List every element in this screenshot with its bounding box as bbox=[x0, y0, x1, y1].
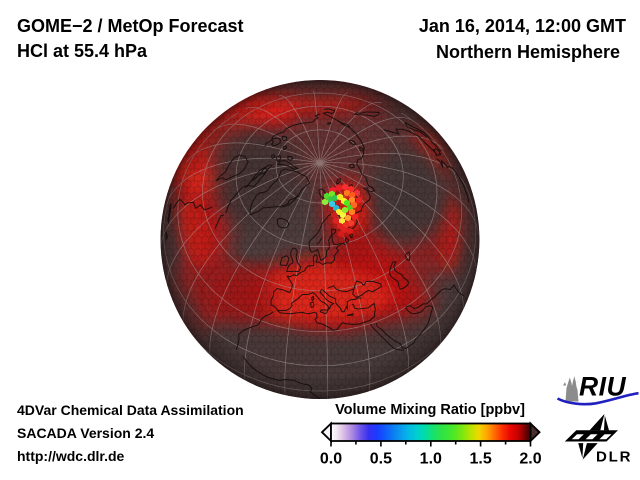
svg-text:Volume Mixing Ratio [ppbv]: Volume Mixing Ratio [ppbv] bbox=[335, 402, 525, 418]
svg-text:RIU: RIU bbox=[579, 372, 627, 402]
svg-text:0.0: 0.0 bbox=[320, 451, 342, 468]
svg-text:1.0: 1.0 bbox=[420, 451, 442, 468]
svg-text:2.0: 2.0 bbox=[519, 451, 541, 468]
svg-text:0.5: 0.5 bbox=[370, 451, 392, 468]
svg-text:DLR: DLR bbox=[596, 449, 632, 466]
svg-text:1.5: 1.5 bbox=[469, 451, 491, 468]
